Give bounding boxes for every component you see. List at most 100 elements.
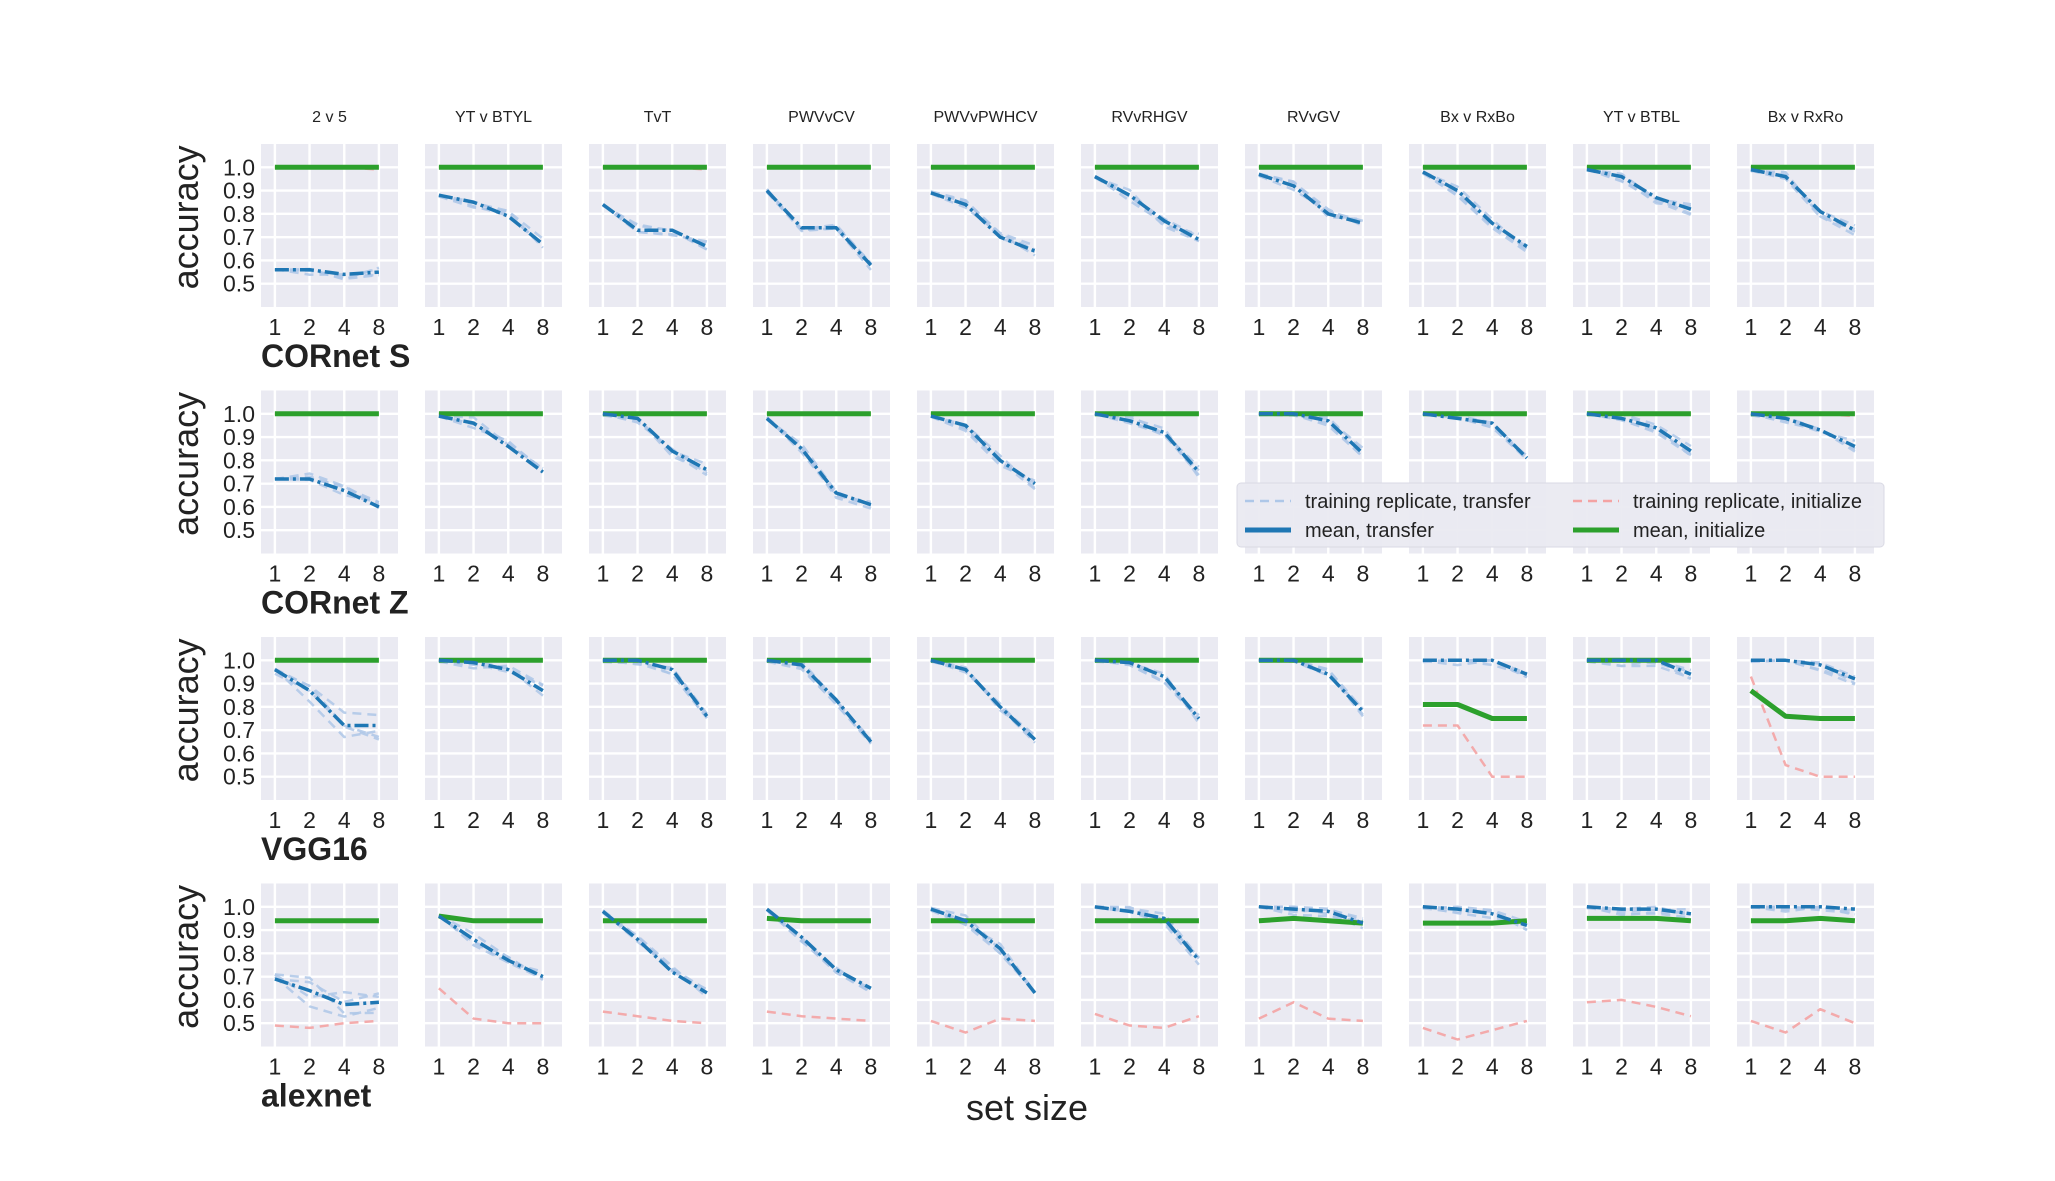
transfer-mean-line — [602, 658, 709, 718]
x-tick-label: 2 — [959, 561, 972, 587]
y-tick-label: 0.8 — [223, 447, 255, 473]
initialize-replicate-line — [1749, 676, 1855, 778]
transfer-mean-line — [273, 668, 379, 728]
x-tick-label: 4 — [338, 807, 351, 833]
transfer-mean-line — [1586, 658, 1692, 676]
legend-label: mean, transfer — [1305, 520, 1434, 542]
x-tick-label: 8 — [865, 561, 878, 587]
initialize-replicate-line — [1422, 1019, 1528, 1041]
x-tick-label: 4 — [502, 807, 515, 833]
row-name: alexnet — [261, 1078, 372, 1114]
x-tick-label: 1 — [268, 561, 281, 587]
y-tick-label: 0.8 — [223, 940, 255, 966]
x-tick-label: 1 — [268, 314, 281, 340]
y-tick-label: 0.6 — [223, 494, 255, 520]
transfer-mean-line — [1422, 170, 1528, 248]
transfer-replicate-line — [274, 672, 380, 741]
x-tick-label: 2 — [1287, 314, 1300, 340]
x-tick-label: 4 — [666, 1054, 679, 1080]
x-tick-label: 1 — [268, 807, 281, 833]
legend-label: training replicate, transfer — [1305, 491, 1531, 513]
x-tick-label: 1 — [1252, 561, 1265, 587]
transfer-replicate-line — [602, 412, 708, 475]
subplot: TvT 1 2 4 8 — [589, 109, 726, 340]
transfer-mean-line — [1258, 658, 1365, 713]
transfer-replicate-line — [930, 192, 1036, 247]
transfer-replicate-line — [1258, 905, 1364, 923]
x-tick-label: 2 — [1123, 561, 1136, 587]
transfer-replicate-line — [274, 976, 380, 1018]
x-tick-label: 8 — [537, 807, 550, 833]
initialize-mean-line — [1750, 915, 1856, 924]
row-name: CORnet S — [261, 338, 410, 374]
x-tick-label: 1 — [1252, 314, 1265, 340]
y-tick-label: 0.5 — [223, 1010, 255, 1036]
x-tick-label: 2 — [1451, 314, 1464, 340]
panel-background — [261, 637, 398, 800]
x-tick-label: 1 — [1252, 1054, 1265, 1080]
initialize-mean-line — [1422, 702, 1527, 721]
panel-background — [589, 883, 726, 1047]
panel-background — [425, 144, 562, 307]
x-tick-label: 2 — [959, 314, 972, 340]
transfer-replicate-line — [274, 475, 380, 504]
initialize-mean-line — [1422, 918, 1528, 926]
transfer-replicate-line — [1750, 905, 1856, 916]
x-tick-label: 8 — [701, 314, 714, 340]
y-tick-label: 0.9 — [223, 671, 255, 697]
x-tick-label: 8 — [1357, 314, 1370, 340]
column-title: YT v BTYL — [455, 109, 532, 126]
initialize-replicate-line — [602, 1010, 707, 1025]
transfer-replicate-line — [1094, 905, 1200, 959]
transfer-replicate-line — [438, 913, 544, 980]
legend-label: mean, initialize — [1633, 520, 1765, 542]
x-tick-label: 8 — [701, 561, 714, 587]
x-tick-label: 8 — [1357, 807, 1370, 833]
x-tick-label: 2 — [959, 1054, 972, 1080]
transfer-mean-line — [1750, 905, 1856, 911]
panel-background — [917, 144, 1054, 307]
x-tick-label: 8 — [1357, 561, 1370, 587]
y-tick-label: 1.0 — [223, 894, 255, 920]
transfer-mean-line — [1258, 412, 1365, 455]
y-tick-label: 0.8 — [223, 694, 255, 720]
x-tick-label: 8 — [1357, 1054, 1370, 1080]
transfer-replicate-line — [1750, 168, 1856, 227]
x-tick-label: 2 — [1615, 807, 1628, 833]
transfer-mean-line — [1750, 658, 1856, 681]
x-tick-label: 2 — [631, 1054, 644, 1080]
x-tick-label: 8 — [1849, 561, 1862, 587]
x-tick-label: 2 — [1615, 561, 1628, 587]
legend-label: training replicate, initialize — [1633, 491, 1862, 513]
x-tick-label: 4 — [1650, 807, 1663, 833]
transfer-mean-line — [930, 191, 1036, 253]
x-tick-label: 1 — [1088, 807, 1101, 833]
x-tick-label: 2 — [467, 1054, 480, 1080]
transfer-replicate-line — [930, 190, 1036, 251]
initialize-replicate-line — [274, 1019, 379, 1030]
x-tick-label: 1 — [1252, 807, 1265, 833]
x-tick-label: 1 — [268, 1054, 281, 1080]
x-tick-label: 8 — [1029, 561, 1042, 587]
subplot: PWVvPWHCV 1 2 4 8 — [917, 109, 1054, 340]
transfer-replicate-line — [602, 910, 708, 992]
x-tick-label: 1 — [1580, 561, 1593, 587]
x-tick-label: 1 — [1416, 1054, 1429, 1080]
panel-background — [1573, 637, 1710, 800]
x-tick-label: 4 — [1322, 1054, 1335, 1080]
column-title: Bx v RxRo — [1768, 109, 1844, 126]
x-tick-label: 1 — [1416, 314, 1429, 340]
initialize-mean-line — [1749, 688, 1855, 721]
